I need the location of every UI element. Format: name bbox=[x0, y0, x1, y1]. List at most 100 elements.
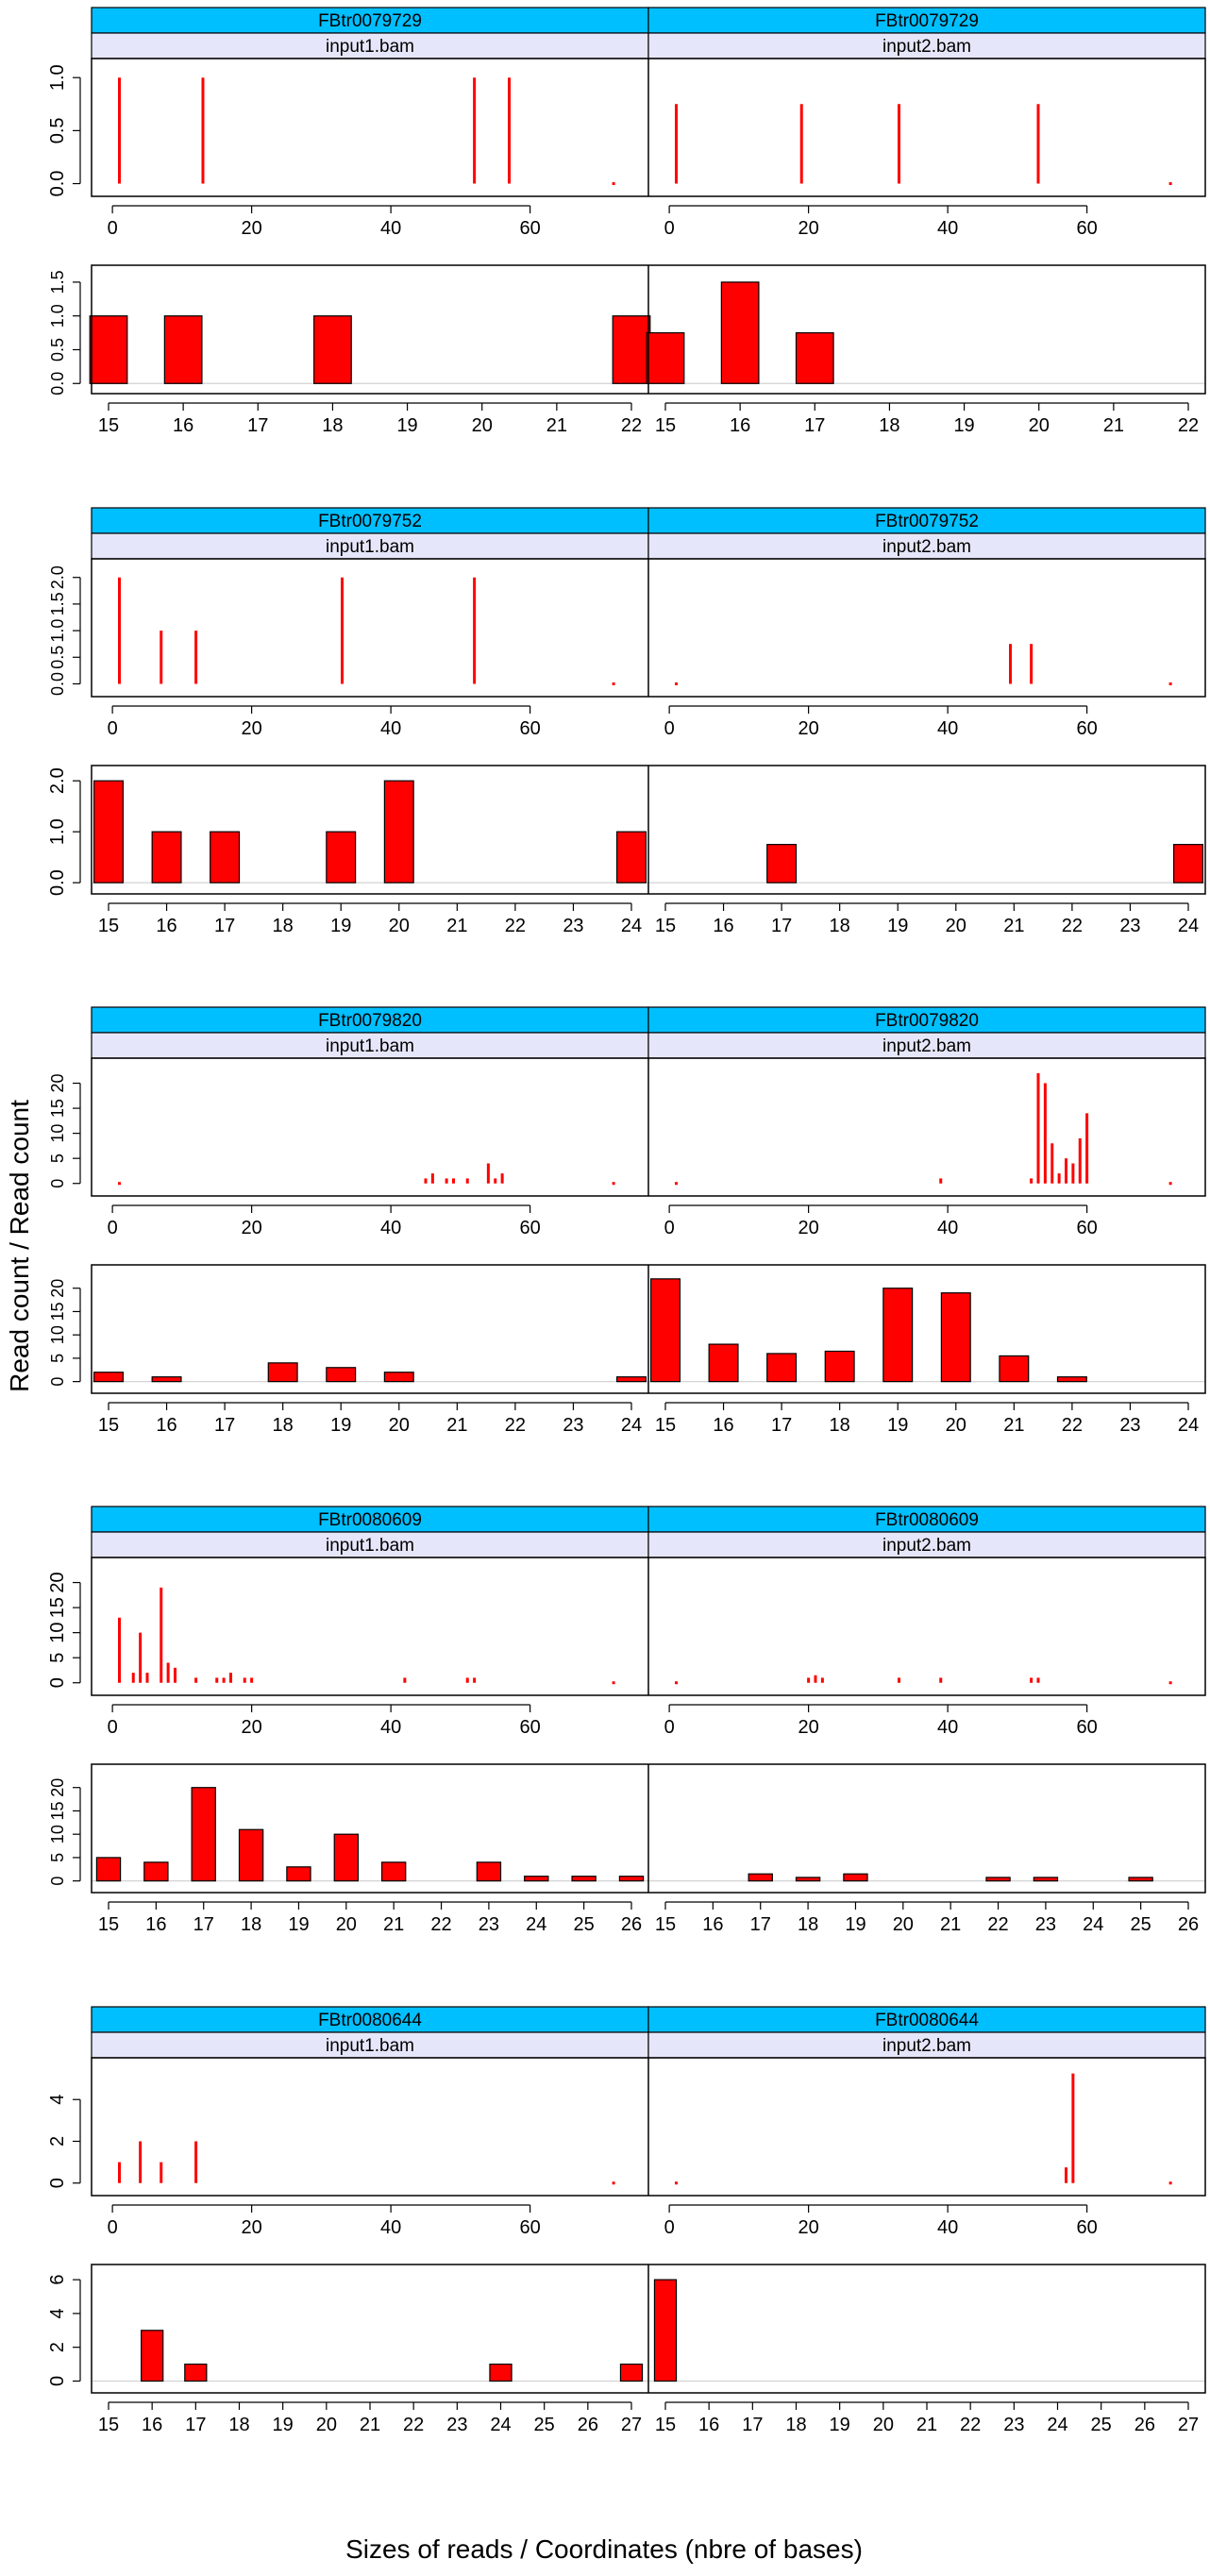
strip-transcript bbox=[91, 1006, 649, 1034]
x-tick-label: 15 bbox=[98, 415, 119, 436]
x-tick-label: 20 bbox=[242, 218, 262, 239]
size-bar bbox=[163, 315, 203, 384]
x-tick-label: 24 bbox=[1178, 1415, 1199, 1436]
coverage-x-axis: 0 20 40 60 bbox=[108, 205, 541, 239]
coverage-panel-1: FBtr0080609 input1.bam 0 20 40 60 bbox=[91, 1506, 649, 1738]
x-tick-label: 21 bbox=[546, 415, 567, 436]
strip-sample-label: input1.bam bbox=[326, 2036, 414, 2056]
y-tick-label: 0 bbox=[48, 1377, 67, 1387]
y-tick-label: 1.0 bbox=[48, 619, 67, 643]
y-tick-label: 0 bbox=[47, 2178, 68, 2188]
strip-transcript bbox=[647, 2006, 1206, 2033]
coverage-y-axis: 0 5 10 15 20 bbox=[48, 1074, 81, 1188]
y-tick-label: 10 bbox=[48, 1124, 67, 1143]
x-tick-label: 26 bbox=[1134, 2415, 1155, 2435]
x-tick-label: 23 bbox=[479, 1914, 499, 1935]
coverage-panel-2: FBtr0080644 input2.bam 0 20 40 60 bbox=[647, 2006, 1206, 2238]
size-y-axis: 0 2 4 6 bbox=[47, 2275, 81, 2386]
x-tick-label: 40 bbox=[937, 218, 958, 239]
size-bar bbox=[95, 1857, 122, 1882]
size-bar bbox=[720, 281, 760, 384]
strip-sample bbox=[647, 1032, 1206, 1059]
y-tick-label: 20 bbox=[48, 1279, 67, 1298]
size-bar bbox=[1128, 1877, 1153, 1882]
x-tick-label: 15 bbox=[655, 1415, 676, 1436]
y-tick-label: 0 bbox=[47, 2376, 68, 2386]
x-tick-label: 21 bbox=[1103, 415, 1124, 436]
size-panel-1: 15 16 17 18 19 20 21 22 bbox=[89, 315, 651, 436]
strip-sample-label: input2.bam bbox=[882, 2036, 971, 2056]
x-tick-label: 0 bbox=[664, 218, 675, 239]
x-tick-label: 0 bbox=[108, 2217, 118, 2238]
x-tick-label: 40 bbox=[380, 718, 401, 739]
size-bar bbox=[1033, 1877, 1059, 1882]
strip-sample-label: input2.bam bbox=[882, 1036, 971, 1056]
x-tick-label: 18 bbox=[830, 916, 850, 936]
strip-sample bbox=[647, 1531, 1206, 1558]
size-bar bbox=[93, 780, 124, 884]
x-tick-label: 40 bbox=[380, 218, 401, 239]
size-panel-2: 15 16 17 18 19 20 21 22 23 24 25 26 bbox=[648, 1873, 1205, 1935]
x-tick-label: 20 bbox=[893, 1914, 914, 1935]
size-bar bbox=[380, 1861, 407, 1882]
y-tick-label: 20 bbox=[47, 1572, 68, 1592]
strip-sample-label: input2.bam bbox=[882, 37, 971, 57]
strip-sample bbox=[647, 532, 1206, 560]
strip-sample-label: input2.bam bbox=[882, 537, 971, 557]
strip-sample bbox=[647, 2031, 1206, 2059]
strip-transcript bbox=[647, 1006, 1206, 1034]
x-tick-label: 21 bbox=[446, 1415, 467, 1436]
size-bar bbox=[618, 1876, 645, 1882]
size-panel-2: 15 16 17 18 19 20 21 22 23 24 25 26 27 bbox=[648, 2279, 1205, 2435]
x-tick-label: 21 bbox=[360, 2415, 380, 2435]
size-bar bbox=[882, 1288, 914, 1383]
strip-sample bbox=[91, 32, 649, 59]
x-tick-label: 24 bbox=[621, 916, 642, 936]
size-bar bbox=[476, 1861, 502, 1882]
size-bar bbox=[524, 1876, 549, 1882]
size-bar bbox=[612, 315, 651, 384]
size-bar bbox=[999, 1355, 1030, 1383]
x-tick-label: 21 bbox=[916, 2415, 937, 2435]
x-tick-label: 17 bbox=[214, 916, 235, 936]
strip-sample bbox=[91, 1032, 649, 1059]
strip-transcript-label: FBtr0079820 bbox=[875, 1011, 979, 1031]
y-tick-label: 2 bbox=[47, 2342, 68, 2352]
coverage-y-axis: 0.0 0.5 1.0 bbox=[47, 64, 81, 196]
x-tick-label: 60 bbox=[1077, 718, 1098, 739]
x-tick-label: 18 bbox=[228, 2415, 249, 2435]
size-bar bbox=[184, 2363, 208, 2382]
y-tick-label: 15 bbox=[47, 1597, 68, 1618]
x-tick-label: 60 bbox=[1077, 2217, 1098, 2238]
x-tick-label: 18 bbox=[273, 1415, 294, 1436]
x-tick-label: 18 bbox=[785, 2415, 806, 2435]
y-tick-label: 0.5 bbox=[48, 338, 67, 362]
y-tick-label: 0.0 bbox=[48, 372, 67, 396]
x-tick-label: 40 bbox=[937, 1218, 958, 1238]
x-tick-label: 16 bbox=[156, 1415, 176, 1436]
x-tick-label: 20 bbox=[336, 1914, 357, 1935]
x-tick-label: 27 bbox=[1178, 2415, 1199, 2435]
coverage-x-axis: 0 20 40 60 bbox=[108, 705, 541, 739]
y-tick-label: 1.0 bbox=[47, 64, 68, 91]
x-tick-label: 0 bbox=[664, 2217, 675, 2238]
coverage-panel-1: FBtr0080644 input1.bam 0 20 40 60 bbox=[91, 2006, 649, 2238]
strip-sample bbox=[91, 1531, 649, 1558]
x-tick-label: 40 bbox=[380, 1717, 401, 1738]
size-x-axis: 15 16 17 18 19 20 21 22 23 24 25 26 27 bbox=[98, 2401, 642, 2435]
x-tick-label: 24 bbox=[490, 2415, 511, 2435]
size-bar bbox=[824, 1350, 855, 1383]
x-tick-label: 0 bbox=[664, 1717, 675, 1738]
x-tick-label: 21 bbox=[1003, 916, 1024, 936]
y-tick-label: 0 bbox=[48, 1179, 67, 1188]
x-tick-label: 17 bbox=[185, 2415, 206, 2435]
figure-ylabel: Read count / Read count bbox=[5, 1100, 34, 1392]
strip-transcript-label: FBtr0080609 bbox=[875, 1510, 979, 1530]
size-bar bbox=[141, 2330, 164, 2382]
x-tick-label: 22 bbox=[1178, 415, 1199, 436]
x-tick-label: 27 bbox=[621, 2415, 642, 2435]
x-tick-label: 17 bbox=[193, 1914, 214, 1935]
y-tick-label: 0 bbox=[48, 1877, 67, 1886]
x-tick-label: 16 bbox=[702, 1914, 723, 1935]
x-tick-label: 20 bbox=[1029, 415, 1050, 436]
